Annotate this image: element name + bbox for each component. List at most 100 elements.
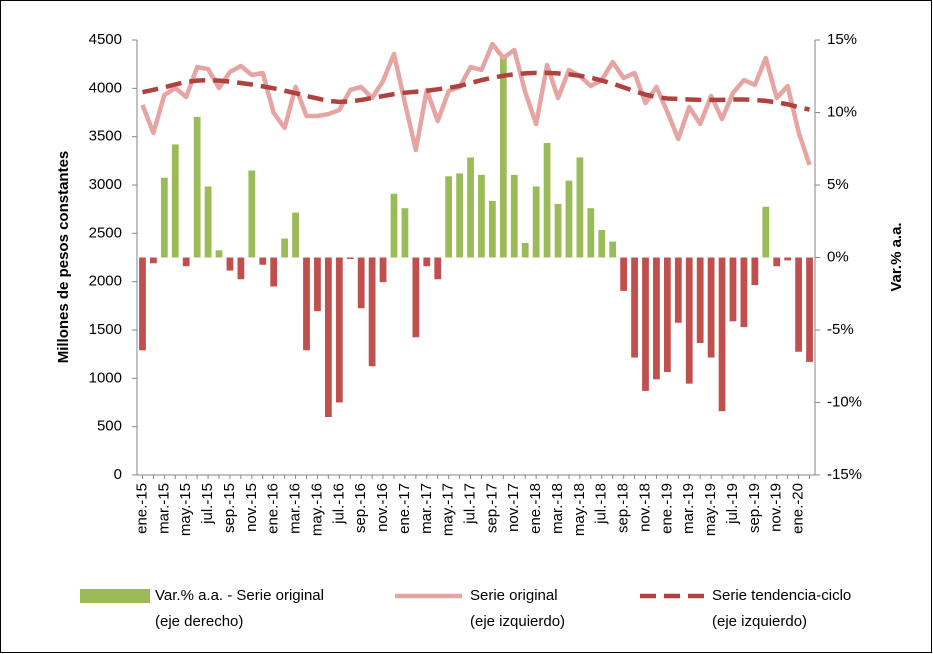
line-series: [141, 70, 811, 112]
y2-tick-label: 0%: [827, 248, 849, 265]
bar: [226, 257, 234, 271]
y2-axis-label: Var.% a.a.: [888, 222, 905, 291]
x-tick-label: may.-18: [571, 483, 588, 536]
bar: [434, 257, 442, 280]
y2-tick-label: 5%: [827, 176, 849, 193]
bar: [237, 257, 245, 280]
bar: [281, 238, 289, 258]
bar: [401, 208, 409, 258]
x-tick-label: mar.-19: [680, 483, 697, 534]
bar: [139, 257, 146, 351]
bar: [335, 257, 343, 403]
bar: [357, 257, 365, 309]
y-tick-label: 1000: [89, 369, 122, 386]
x-tick-label: jul.-19: [724, 483, 741, 525]
bar: [467, 157, 474, 258]
bar: [160, 177, 168, 258]
y2-tick-label: -10%: [827, 393, 862, 410]
bar: [674, 257, 682, 323]
legend-label: Var.% a.a. - Serie original (eje derecho…: [155, 587, 324, 630]
x-tick-label: mar.-15: [155, 483, 172, 534]
bar: [784, 257, 792, 261]
y2-tick-label: -15%: [827, 466, 862, 483]
x-tick-label: ene.-15: [133, 483, 150, 534]
legend-label: Serie tendencia-ciclo (eje izquierdo): [712, 587, 852, 630]
bar: [171, 144, 179, 258]
y-tick-label: 0: [114, 466, 122, 483]
x-tick-label: sep.-18: [615, 483, 632, 533]
y2-tick-label: 10%: [827, 103, 857, 120]
bar: [324, 257, 332, 417]
bar: [248, 170, 256, 258]
x-tick-label: mar.-16: [287, 483, 304, 534]
x-tick-label: sep.-17: [483, 483, 500, 533]
bar: [773, 257, 781, 267]
bar: [762, 206, 770, 258]
y-tick-label: 500: [97, 418, 122, 435]
bar: [510, 174, 518, 258]
x-tick-label: ene.-17: [396, 483, 413, 534]
bar: [642, 257, 649, 391]
y-tick-label: 3500: [89, 128, 122, 145]
bar: [565, 180, 573, 258]
x-tick-label: ene.-20: [790, 483, 807, 534]
bar: [740, 257, 748, 328]
x-tick-label: may.-15: [177, 483, 194, 536]
bar: [707, 257, 715, 358]
bar: [182, 257, 190, 267]
bar: [314, 257, 321, 312]
x-tick-label: may.-19: [702, 483, 719, 536]
x-tick-label: ene.-18: [527, 483, 544, 534]
bar: [718, 257, 726, 412]
bar: [751, 257, 759, 286]
y-tick-label: 2500: [89, 224, 122, 241]
y2-tick-label: 15%: [827, 31, 857, 48]
y-axis-label: Millones de pesos constantes: [55, 151, 72, 364]
bar: [215, 250, 223, 258]
y-tick-label: 3000: [89, 176, 122, 193]
x-tick-label: jul.-17: [462, 483, 479, 525]
x-tick-label: sep.-19: [746, 483, 763, 533]
x-tick-label: sep.-15: [221, 483, 238, 533]
legend-swatch: [80, 589, 150, 603]
bar: [390, 193, 398, 258]
x-tick-label: nov.-18: [636, 483, 653, 532]
bar: [270, 257, 278, 287]
bar: [412, 257, 420, 338]
bar: [598, 229, 606, 258]
bar: [663, 257, 671, 373]
y-tick-label: 1500: [89, 321, 122, 338]
bar: [729, 257, 737, 322]
bar: [150, 257, 157, 264]
bar: [696, 257, 704, 344]
bar: [303, 257, 310, 351]
y-tick-label: 4500: [89, 31, 122, 48]
x-tick-label: nov.-16: [374, 483, 391, 532]
bar: [499, 54, 507, 258]
x-tick-label: may.-16: [308, 483, 325, 536]
bar: [193, 116, 201, 258]
bar: [609, 241, 617, 258]
bar: [554, 203, 562, 258]
bar: [620, 257, 628, 291]
bar: [532, 186, 540, 258]
bar: [259, 257, 267, 265]
x-tick-label: nov.-19: [768, 483, 785, 532]
bar: [478, 174, 485, 258]
x-tick-label: jul.-18: [593, 483, 610, 525]
bar: [368, 257, 376, 367]
x-tick-label: may.-17: [440, 483, 457, 536]
x-tick-label: nov.-15: [243, 483, 260, 532]
x-tick-label: sep.-16: [352, 483, 369, 533]
x-tick-label: jul.-15: [199, 483, 216, 525]
bar: [346, 257, 354, 259]
x-tick-label: ene.-16: [265, 483, 282, 534]
x-tick-label: mar.-17: [418, 483, 435, 534]
bar: [423, 257, 431, 267]
y2-tick-label: -5%: [827, 321, 854, 338]
bar: [806, 257, 813, 362]
bar: [587, 208, 595, 258]
bar: [543, 142, 551, 258]
bar: [685, 257, 693, 384]
